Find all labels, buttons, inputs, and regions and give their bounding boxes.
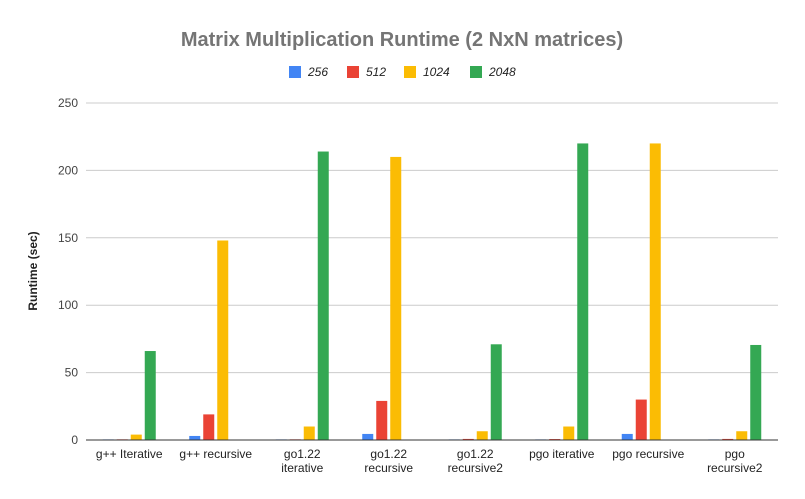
y-tick-label: 100: [58, 298, 78, 312]
bar-256-1: [189, 435, 201, 440]
y-tick-label: 200: [58, 163, 78, 177]
y-tick-label: 50: [65, 366, 79, 380]
y-axis-ticks: 0 50 100 150 200 250: [58, 96, 78, 447]
bar-2048-0: [144, 351, 156, 440]
bar-2048-5: [577, 143, 589, 440]
bar-256-6: [621, 433, 633, 440]
bar-1024-5: [563, 426, 575, 440]
bar-1024-0: [130, 434, 142, 440]
legend-swatch-1024: [404, 66, 416, 78]
x-tick-label: go1.22 recursive: [364, 447, 413, 475]
y-tick-label: 150: [58, 231, 78, 245]
bar-1024-2: [303, 426, 315, 440]
bar-2048-2: [317, 151, 329, 440]
legend-label-2048: 2048: [488, 65, 516, 79]
legend-label-1024: 1024: [423, 65, 450, 79]
bar-512-4: [462, 438, 474, 440]
x-tick-label: pgo iterative: [529, 447, 595, 461]
bar-1024-4: [476, 431, 488, 440]
x-tick-label: go1.22 iterative: [281, 447, 323, 475]
bar-1024-6: [649, 143, 661, 440]
bar-512-7: [722, 438, 734, 440]
legend-swatch-256: [289, 66, 301, 78]
bar-2048-7: [750, 344, 762, 440]
bar-512-3: [376, 400, 388, 440]
bar-512-1: [203, 414, 215, 440]
y-tick-label: 250: [58, 96, 78, 110]
x-tick-label: pgo recursive: [612, 447, 684, 461]
bar-1024-7: [736, 431, 748, 440]
chart-title: Matrix Multiplication Runtime (2 NxN mat…: [181, 29, 623, 51]
bars: [102, 143, 762, 441]
bar-512-6: [635, 399, 647, 440]
legend-swatch-2048: [470, 66, 482, 78]
legend-label-256: 256: [307, 65, 328, 79]
x-tick-label: g++ Iterative: [96, 447, 163, 461]
x-tick-label: go1.22 recursive2: [448, 447, 504, 475]
bar-1024-3: [390, 156, 402, 441]
y-axis-label: Runtime (sec): [26, 231, 40, 310]
x-tick-label: g++ recursive: [179, 447, 252, 461]
bar-256-3: [362, 433, 374, 440]
bar-2048-4: [490, 344, 502, 440]
x-tick-label: pgo recursive2: [707, 447, 763, 475]
y-tick-label: 0: [71, 433, 78, 447]
legend-label-512: 512: [366, 65, 386, 79]
legend-swatch-512: [347, 66, 359, 78]
gridlines: [86, 102, 778, 374]
bar-1024-1: [217, 240, 229, 440]
legend: 256 512 1024 2048: [289, 65, 516, 79]
x-axis-labels: g++ Iterative g++ recursive go1.22 iterativ…: [96, 447, 763, 475]
